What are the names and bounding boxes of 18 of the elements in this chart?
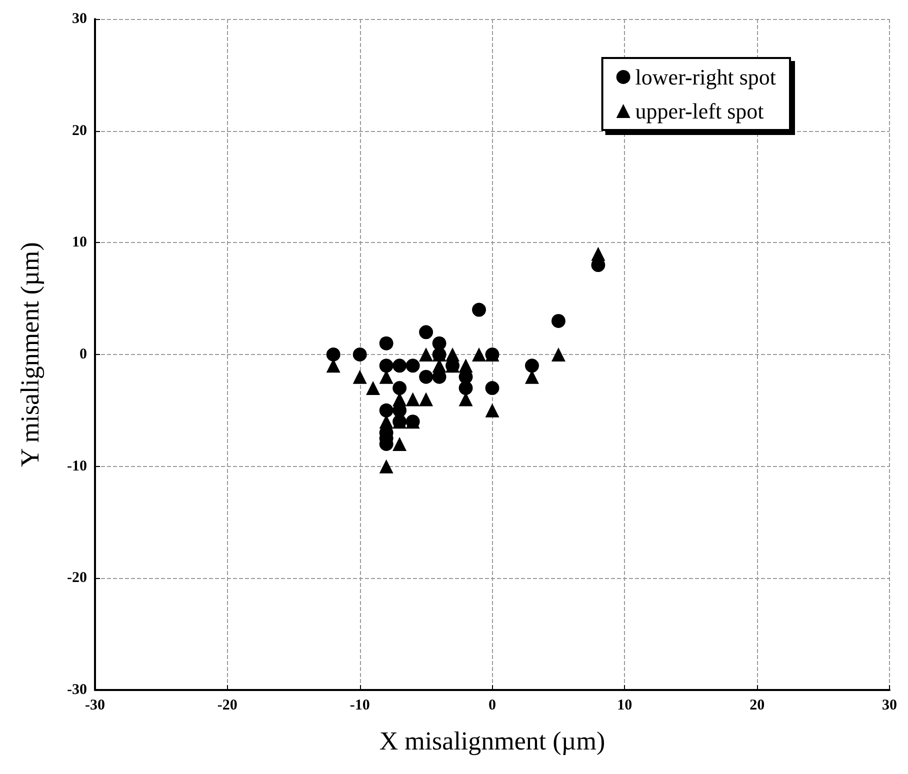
legend-label: lower-right spot	[635, 64, 776, 90]
y-tick-label: 30	[72, 11, 87, 27]
x-tick-label: 20	[750, 698, 765, 714]
x-tick-label: 0	[488, 698, 496, 714]
y-tick-label: 0	[80, 346, 87, 362]
x-tick-label: 10	[617, 698, 632, 714]
x-axis-title: X misalignment (µm)	[379, 726, 606, 756]
y-tick-label: -10	[67, 458, 87, 474]
y-tick-label: 20	[72, 122, 87, 139]
x-tick-label: -20	[217, 698, 238, 714]
y-tick-label: -20	[67, 570, 87, 586]
legend-label: upper-left spot	[635, 98, 764, 124]
y-tick-label: -30	[67, 682, 87, 698]
y-tick-label: 10	[72, 234, 87, 251]
x-tick-label: 30	[882, 698, 897, 714]
x-tick-label: -30	[85, 698, 105, 714]
x-tick-label: -10	[350, 698, 370, 714]
y-axis-title: Y misalignment (µm)	[16, 242, 44, 467]
